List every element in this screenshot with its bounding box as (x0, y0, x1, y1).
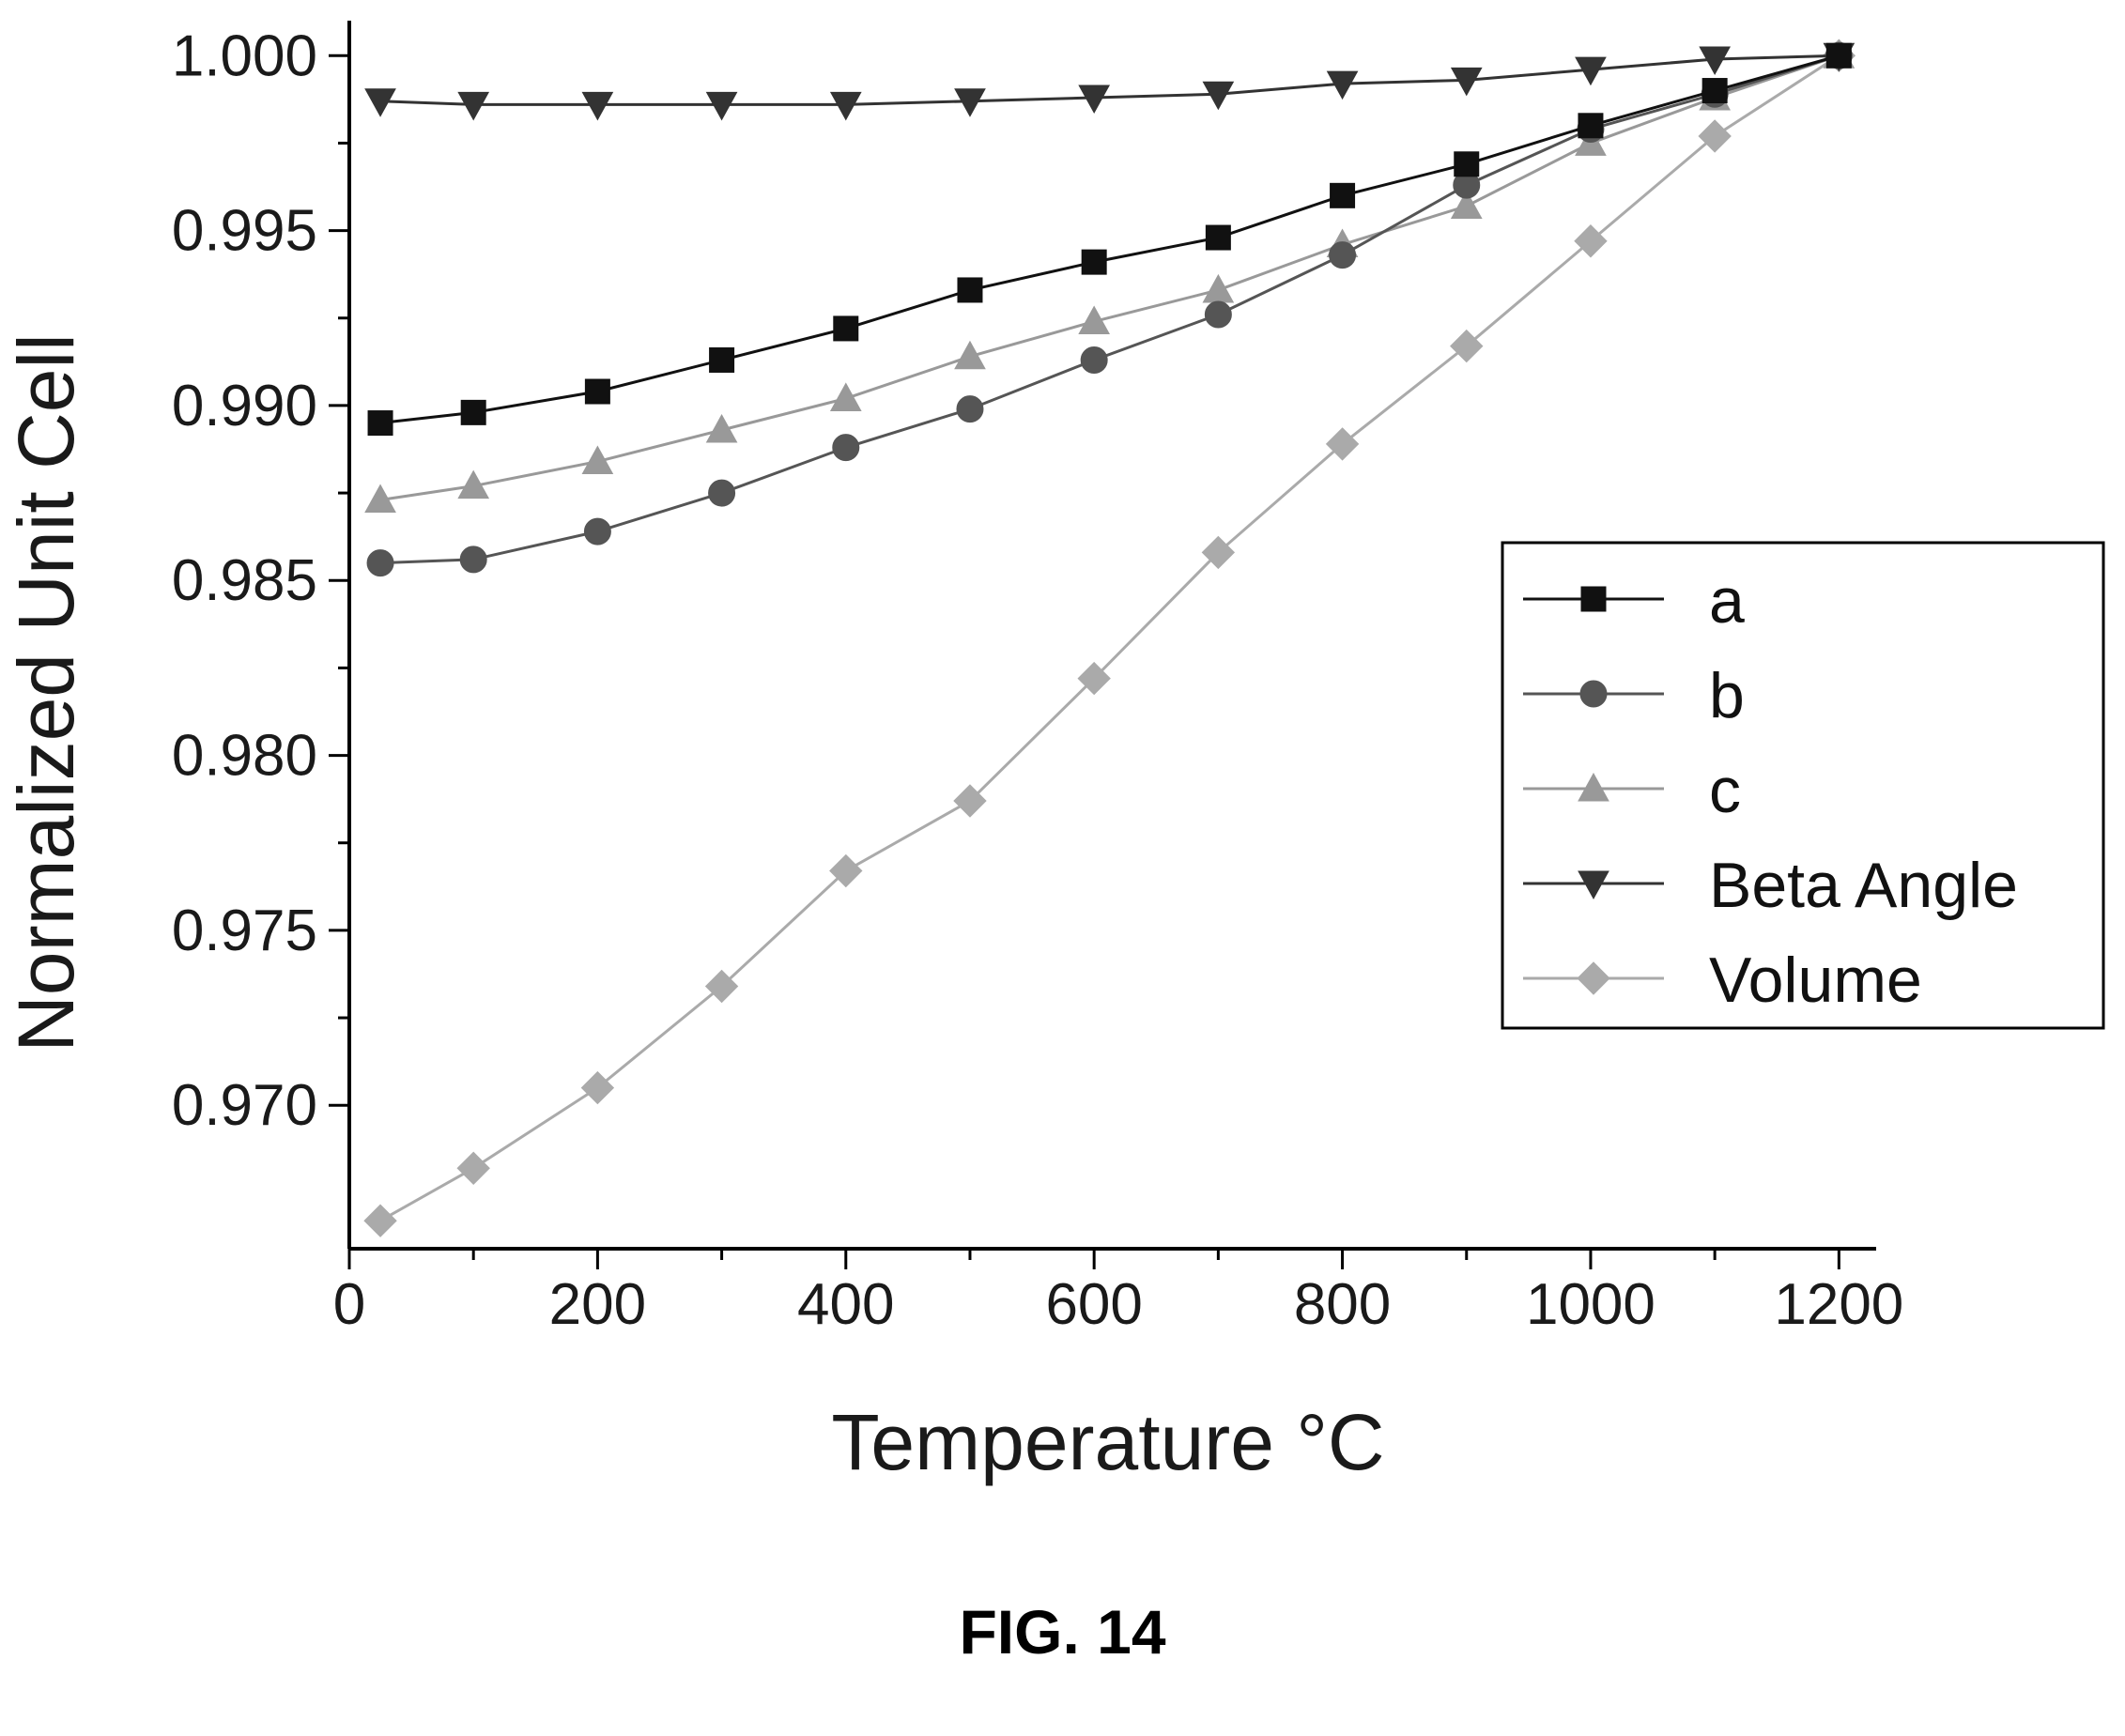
data-point (1575, 56, 1607, 86)
legend-item: a (1523, 565, 1745, 637)
data-point (1081, 249, 1107, 275)
data-point (709, 346, 735, 373)
data-point (833, 315, 859, 342)
data-point (1450, 329, 1484, 363)
legend-box (1501, 541, 2105, 1030)
data-point (1201, 535, 1236, 570)
legend-label: a (1709, 565, 1745, 637)
data-point (364, 88, 396, 117)
series-b (366, 41, 1853, 577)
data-point (1326, 70, 1359, 100)
data-point (954, 340, 986, 370)
data-point (1329, 241, 1357, 269)
data-point (1450, 190, 1483, 220)
x-tick-label: 0 (333, 1272, 365, 1337)
figure-caption: FIG. 14 (959, 1597, 1166, 1667)
y-tick-label: 0.980 (172, 724, 317, 789)
data-point (584, 378, 610, 405)
data-point (1202, 273, 1235, 303)
data-point (705, 91, 738, 121)
series-a (367, 42, 1852, 437)
data-point (953, 784, 987, 818)
y-tick-label: 0.970 (172, 1073, 317, 1138)
data-point (1450, 67, 1483, 97)
data-point (1574, 224, 1608, 258)
data-point (456, 1151, 490, 1185)
x-tick-label: 1000 (1526, 1272, 1655, 1337)
data-point (954, 88, 986, 117)
data-point (829, 382, 862, 411)
data-point (1578, 113, 1604, 139)
legend-item: Volume (1523, 945, 1922, 1016)
y-tick-label: 0.995 (172, 199, 317, 264)
y-tick-label: 0.985 (172, 548, 317, 613)
data-point (1454, 151, 1480, 177)
series-beta-angle (364, 42, 1856, 121)
data-point (1330, 182, 1356, 208)
data-point (1205, 224, 1231, 251)
legend-item: c (1523, 755, 1741, 826)
data-point (1204, 300, 1232, 329)
data-point (1077, 661, 1111, 696)
legend-item: Beta Angle (1523, 850, 2018, 921)
data-point (583, 517, 611, 545)
data-point (829, 853, 863, 888)
legend-marker (1580, 586, 1607, 612)
data-point (457, 469, 490, 499)
y-axis-title: Normalized Unit Cell (2, 333, 90, 1052)
legend-label: Beta Angle (1709, 850, 2018, 921)
data-point (580, 1070, 615, 1105)
data-point (1078, 305, 1111, 334)
data-point (829, 91, 862, 121)
x-tick-label: 1200 (1774, 1272, 1903, 1337)
data-point (708, 479, 736, 507)
axes (329, 21, 1876, 1269)
legend-label: c (1709, 755, 1741, 826)
series-line (379, 54, 1840, 502)
legend-item: b (1523, 660, 1745, 731)
data-point (1325, 427, 1360, 461)
data-point (704, 969, 739, 1004)
x-tick-label: 200 (549, 1272, 646, 1337)
data-point (1698, 119, 1732, 153)
legend-marker (1577, 961, 1610, 995)
x-tick-label: 600 (1045, 1272, 1142, 1337)
legend-marker (1578, 870, 1609, 900)
y-tick-label: 0.990 (172, 374, 317, 438)
x-tick-label: 800 (1294, 1272, 1391, 1337)
data-point (1080, 346, 1108, 374)
legend-label: Volume (1709, 945, 1922, 1016)
data-point (457, 91, 490, 121)
legend: abc Beta Angle Volume (1501, 541, 2105, 1030)
x-tick-label: 400 (797, 1272, 894, 1337)
data-point (956, 395, 984, 423)
y-tick-label: 0.975 (172, 899, 317, 963)
data-point (367, 410, 393, 437)
data-point (1699, 46, 1731, 76)
data-point (957, 277, 983, 303)
data-point (364, 484, 396, 514)
data-point (1078, 84, 1111, 115)
legend-marker (1578, 772, 1609, 802)
chart: 0 200 400 600 800 1000 1200 0.970 0.975 0.980 0.98… (2, 21, 2105, 1486)
data-point (459, 545, 487, 574)
series-layer (363, 38, 1856, 1237)
data-point (581, 91, 614, 121)
data-point (581, 445, 614, 475)
y-tick-label: 1.000 (172, 23, 317, 88)
legend-marker (1579, 680, 1608, 708)
data-point (1825, 42, 1852, 69)
data-point (460, 399, 486, 425)
series-c (364, 39, 1856, 514)
tick-labels: 0 200 400 600 800 1000 1200 0.970 0.975 0.980 0.98… (172, 23, 1903, 1337)
x-axis-title: Temperature °C (831, 1398, 1384, 1486)
data-point (363, 1204, 397, 1237)
data-point (366, 549, 394, 577)
data-point (1702, 78, 1728, 104)
data-point (832, 434, 860, 462)
data-point (1202, 81, 1235, 111)
data-point (705, 413, 738, 443)
legend-label: b (1709, 660, 1745, 731)
